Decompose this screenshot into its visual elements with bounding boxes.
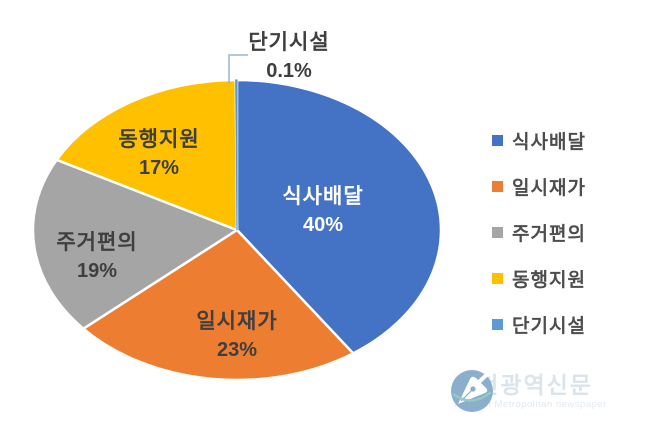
- legend-item-companion-support: 동행지원: [492, 255, 586, 301]
- leader-line-short-term-facility: [228, 54, 248, 84]
- pie: [31, 78, 443, 382]
- legend-label: 단기시설: [512, 315, 586, 337]
- legend-swatch-icon: [492, 272, 503, 284]
- legend-item-meal-delivery: 식사배달: [492, 117, 586, 163]
- slice-label-text: 식사배달: [282, 185, 364, 208]
- slice-label-short-term-facility: 단기시설 0.1%: [248, 29, 329, 85]
- pie-slice: [235, 78, 443, 355]
- slice-label-companion-support: 동행지원 17%: [118, 126, 199, 182]
- legend-item-temporary-care: 일시재가: [492, 163, 586, 209]
- slice-label-pct: 23%: [216, 339, 258, 361]
- slice-label-text: 주거편의: [56, 231, 138, 254]
- legend-item-short-term-facility: 단기시설: [492, 301, 586, 347]
- slice-label-pct: 17%: [138, 157, 180, 179]
- legend-swatch-icon: [492, 318, 503, 330]
- newspaper-subtitle: Incheon Metropolitan newspaper: [454, 398, 607, 410]
- slice-label-housing-convenience: 주거편의 19%: [56, 229, 137, 285]
- slice-label-temporary-care: 일시재가 23%: [196, 308, 277, 364]
- legend-swatch-icon: [492, 226, 503, 238]
- pie-slice: [31, 158, 239, 330]
- newspaper-logo-icon: [451, 364, 498, 412]
- legend: 식사배달 일시재가 주거편의 동행지원 단기시설: [492, 117, 586, 347]
- pie-slice: [235, 79, 238, 231]
- pie-slice: [55, 78, 239, 232]
- legend-label: 동행지원: [512, 269, 586, 291]
- legend-label: 일시재가: [512, 177, 586, 199]
- slice-label-text: 단기시설: [248, 31, 330, 54]
- pie-slice: [82, 228, 355, 382]
- legend-swatch-icon: [492, 180, 503, 192]
- slice-label-pct: 0.1%: [266, 60, 312, 82]
- legend-label: 식사배달: [512, 131, 586, 153]
- legend-item-housing-convenience: 주거편의: [492, 209, 586, 255]
- slice-label-text: 동행지원: [118, 128, 200, 151]
- slice-label-meal-delivery: 식사배달 40%: [282, 183, 363, 239]
- legend-swatch-icon: [492, 134, 503, 146]
- newspaper-watermark: 인천광역신문 Incheon Metropolitan newspaper: [450, 362, 645, 420]
- slice-label-pct: 40%: [302, 214, 344, 236]
- slice-label-pct: 19%: [76, 260, 118, 282]
- slice-label-text: 일시재가: [196, 310, 278, 333]
- legend-label: 주거편의: [512, 223, 586, 245]
